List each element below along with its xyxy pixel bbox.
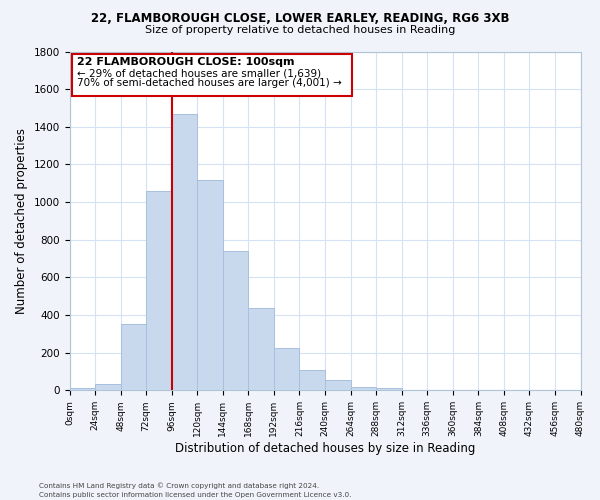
Bar (376, 388, 401, 390)
Text: Contains public sector information licensed under the Open Government Licence v3: Contains public sector information licen… (39, 492, 352, 498)
FancyBboxPatch shape (71, 54, 352, 96)
Bar (172, 114, 197, 390)
Bar (299, 370, 325, 390)
Bar (121, 324, 146, 390)
Text: 22, FLAMBOROUGH CLOSE, LOWER EARLEY, READING, RG6 3XB: 22, FLAMBOROUGH CLOSE, LOWER EARLEY, REA… (91, 12, 509, 26)
Bar (95, 384, 121, 390)
Text: Size of property relative to detached houses in Reading: Size of property relative to detached ho… (145, 25, 455, 35)
Bar (197, 180, 223, 390)
Bar (325, 380, 350, 390)
Bar (70, 388, 95, 390)
Y-axis label: Number of detached properties: Number of detached properties (15, 128, 28, 314)
Bar (223, 251, 248, 390)
Text: 70% of semi-detached houses are larger (4,001) →: 70% of semi-detached houses are larger (… (77, 78, 342, 88)
Bar (350, 386, 376, 390)
Bar (146, 191, 172, 390)
Bar (274, 348, 299, 391)
Text: ← 29% of detached houses are smaller (1,639): ← 29% of detached houses are smaller (1,… (77, 68, 321, 78)
Text: Contains HM Land Registry data © Crown copyright and database right 2024.: Contains HM Land Registry data © Crown c… (39, 482, 319, 489)
Bar (248, 308, 274, 390)
Text: 22 FLAMBOROUGH CLOSE: 100sqm: 22 FLAMBOROUGH CLOSE: 100sqm (77, 58, 295, 68)
X-axis label: Distribution of detached houses by size in Reading: Distribution of detached houses by size … (175, 442, 475, 455)
